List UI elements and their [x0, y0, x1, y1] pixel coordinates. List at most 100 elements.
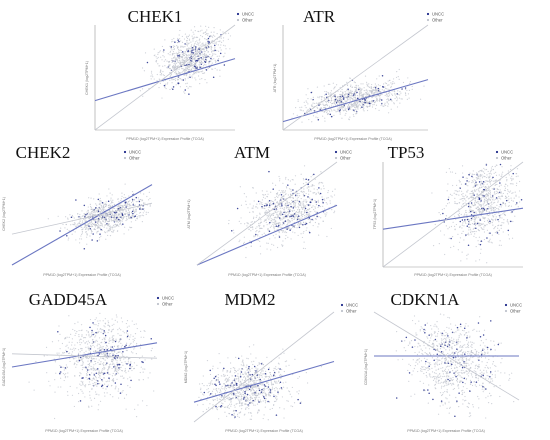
point-other — [121, 208, 123, 210]
point-uncc — [348, 107, 350, 109]
point-other — [486, 180, 489, 182]
point-other — [133, 348, 135, 350]
point-uncc — [86, 369, 89, 371]
point-other — [493, 192, 495, 194]
point-other — [462, 172, 464, 174]
point-other — [72, 223, 74, 225]
panel-title: ATM — [234, 143, 270, 162]
point-other — [116, 220, 118, 222]
point-other — [466, 191, 468, 193]
point-other — [303, 188, 305, 190]
point-other — [379, 97, 381, 99]
point-other — [167, 53, 169, 55]
point-other — [207, 67, 209, 70]
point-other — [90, 399, 92, 401]
point-other — [372, 104, 374, 106]
point-other — [249, 226, 252, 229]
point-other — [102, 348, 104, 350]
point-other — [65, 349, 67, 351]
point-other — [355, 113, 357, 115]
point-other — [323, 85, 325, 87]
point-other — [355, 90, 357, 92]
point-other — [149, 204, 151, 206]
point-other — [318, 101, 320, 104]
point-other — [160, 72, 163, 75]
point-other — [287, 194, 289, 196]
point-other — [250, 230, 252, 232]
point-other — [97, 230, 99, 232]
point-other — [355, 86, 357, 89]
point-uncc — [101, 202, 104, 204]
point-other — [370, 87, 373, 89]
point-uncc — [103, 348, 106, 351]
point-other — [291, 209, 293, 212]
point-other — [346, 108, 348, 110]
point-other — [381, 102, 383, 104]
point-other — [135, 211, 137, 213]
point-other — [282, 192, 284, 194]
point-other — [367, 97, 369, 99]
point-other — [463, 225, 465, 227]
point-other — [49, 385, 51, 387]
point-uncc — [499, 163, 502, 166]
point-other — [177, 52, 179, 55]
point-other — [387, 112, 390, 114]
point-other — [259, 222, 261, 224]
point-other — [386, 95, 388, 97]
point-other — [384, 87, 387, 90]
point-other — [111, 205, 113, 207]
point-uncc — [470, 217, 473, 220]
point-other — [312, 192, 314, 194]
point-other — [184, 92, 186, 94]
point-other — [461, 251, 463, 253]
point-other — [465, 200, 467, 202]
point-other — [110, 359, 113, 361]
point-other — [90, 232, 92, 234]
point-other — [177, 61, 179, 63]
point-other — [354, 95, 357, 97]
point-other — [123, 207, 126, 209]
point-other — [192, 53, 194, 56]
point-other — [119, 206, 121, 208]
point-other — [222, 56, 224, 58]
point-other — [362, 102, 364, 104]
point-other — [205, 60, 207, 62]
point-other — [484, 187, 486, 189]
point-other — [200, 25, 202, 27]
point-other — [93, 333, 96, 335]
point-other — [88, 197, 90, 199]
point-other — [306, 187, 308, 189]
point-other — [298, 211, 300, 213]
point-other — [408, 89, 411, 91]
point-other — [298, 224, 300, 226]
point-other — [278, 231, 280, 234]
point-other — [218, 58, 220, 60]
point-other — [174, 55, 176, 57]
point-uncc — [214, 49, 216, 52]
point-other — [257, 235, 259, 237]
point-other — [471, 180, 473, 182]
point-other — [305, 199, 307, 201]
point-other — [79, 217, 81, 219]
point-uncc — [191, 50, 193, 52]
point-other — [117, 221, 119, 223]
point-other — [379, 85, 381, 87]
point-other — [252, 205, 254, 207]
point-other — [491, 203, 493, 205]
point-other — [489, 191, 492, 194]
point-other — [348, 90, 350, 92]
point-other — [290, 188, 292, 190]
point-other — [512, 178, 514, 180]
point-other — [74, 231, 76, 233]
point-other — [176, 59, 178, 61]
point-other — [110, 331, 112, 333]
point-other — [179, 49, 182, 51]
point-other — [133, 210, 135, 212]
point-other — [84, 337, 87, 339]
point-other — [486, 194, 489, 196]
point-other — [108, 206, 110, 208]
point-other — [87, 209, 89, 211]
point-uncc — [338, 110, 341, 112]
point-other — [354, 106, 356, 109]
